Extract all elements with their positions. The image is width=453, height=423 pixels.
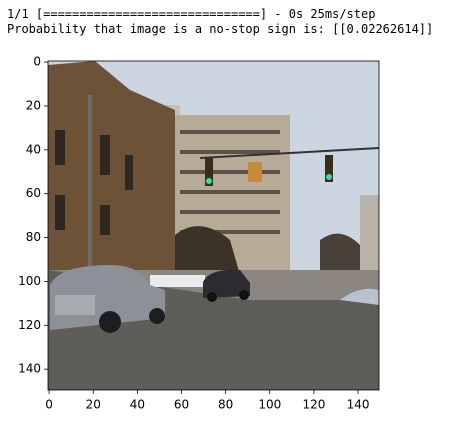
y-tick-label: 40 <box>26 142 41 156</box>
x-tick-label: 100 <box>258 398 281 412</box>
x-tick-label: 80 <box>218 398 233 412</box>
y-tick-label: 140 <box>18 362 41 376</box>
x-tick-label: 60 <box>174 398 189 412</box>
axes-frame <box>47 60 380 391</box>
output-line: Probability that image is a no-stop sign… <box>7 22 434 36</box>
y-tick-label: 20 <box>26 98 41 112</box>
y-tick-label: 0 <box>33 55 41 69</box>
x-tick-label: 140 <box>347 398 370 412</box>
y-tick-label: 120 <box>18 318 41 332</box>
output-line: 1/1 [==============================] - 0… <box>7 7 376 21</box>
photo <box>48 61 379 390</box>
x-tick-label: 40 <box>130 398 145 412</box>
y-tick-label: 100 <box>18 274 41 288</box>
x-tick-label: 0 <box>45 398 53 412</box>
y-tick-label: 80 <box>26 230 41 244</box>
x-tick-label: 120 <box>302 398 325 412</box>
x-tick-label: 20 <box>86 398 101 412</box>
y-tick-label: 60 <box>26 186 41 200</box>
